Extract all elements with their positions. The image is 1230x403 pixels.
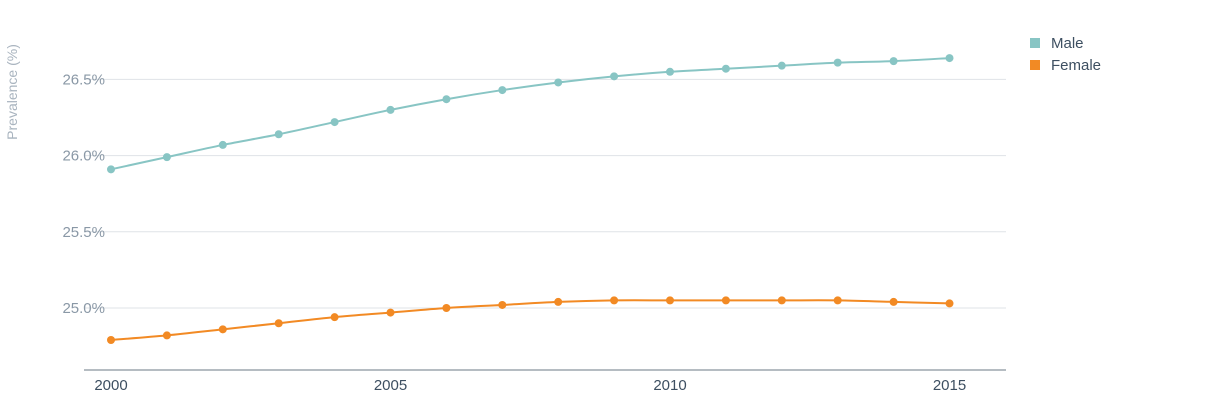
male-data-point[interactable] <box>610 72 619 81</box>
male-data-point[interactable] <box>330 118 339 127</box>
series-female <box>107 296 954 345</box>
male-data-point[interactable] <box>945 54 954 63</box>
female-data-point[interactable] <box>162 331 171 340</box>
legend-label: Female <box>1051 57 1101 74</box>
x-tick-label: 2000 <box>94 377 127 394</box>
male-data-point[interactable] <box>554 78 563 87</box>
x-tick-label: 2005 <box>374 377 407 394</box>
legend-swatch <box>1030 38 1040 48</box>
series-layer <box>107 54 954 345</box>
female-data-point[interactable] <box>386 308 395 317</box>
female-data-point[interactable] <box>218 325 227 334</box>
female-data-point[interactable] <box>107 336 115 345</box>
male-data-point[interactable] <box>666 67 674 76</box>
y-tick-labels: 25.0% 25.5% 26.0% 26.5% <box>62 71 105 317</box>
y-tick-label: 26.5% <box>62 71 105 88</box>
x-tick-label: 2010 <box>653 377 686 394</box>
female-data-point[interactable] <box>889 297 898 306</box>
male-data-point[interactable] <box>162 153 171 162</box>
male-data-point[interactable] <box>386 105 395 114</box>
y-tick-label: 25.5% <box>62 224 105 241</box>
x-tick-labels: 2000 2005 2010 2015 <box>94 377 966 394</box>
female-data-point[interactable] <box>330 313 339 322</box>
legend-swatch <box>1030 60 1040 70</box>
female-data-point[interactable] <box>666 296 674 305</box>
male-data-point[interactable] <box>833 58 842 67</box>
female-data-point[interactable] <box>945 299 954 308</box>
female-data-point[interactable] <box>498 300 507 309</box>
legend-item-female[interactable]: Female <box>1030 57 1101 74</box>
female-data-point[interactable] <box>777 296 786 305</box>
x-tick-label: 2015 <box>933 377 966 394</box>
series-male <box>107 54 954 174</box>
male-data-point[interactable] <box>107 165 115 174</box>
legend-label: Male <box>1051 35 1084 52</box>
legend[interactable]: Male Female <box>1030 35 1101 74</box>
female-series-line <box>110 299 950 342</box>
female-data-point[interactable] <box>610 296 619 305</box>
male-data-point[interactable] <box>777 61 786 70</box>
female-data-point[interactable] <box>554 297 563 306</box>
male-data-point[interactable] <box>498 86 507 95</box>
female-data-point[interactable] <box>721 296 730 305</box>
y-tick-label: 26.0% <box>62 148 105 165</box>
female-data-point[interactable] <box>274 319 283 328</box>
y-axis-title: Prevalence (%) <box>4 44 20 140</box>
male-data-point[interactable] <box>274 130 283 139</box>
grid-lines <box>84 78 1006 309</box>
male-data-point[interactable] <box>218 140 227 149</box>
male-data-point[interactable] <box>442 95 451 104</box>
legend-item-male[interactable]: Male <box>1030 35 1084 52</box>
male-data-point[interactable] <box>889 57 898 66</box>
female-data-point[interactable] <box>833 296 842 305</box>
male-data-point[interactable] <box>721 64 730 73</box>
y-tick-label: 25.0% <box>62 300 105 317</box>
male-series-line <box>110 57 950 171</box>
female-data-point[interactable] <box>442 304 451 312</box>
